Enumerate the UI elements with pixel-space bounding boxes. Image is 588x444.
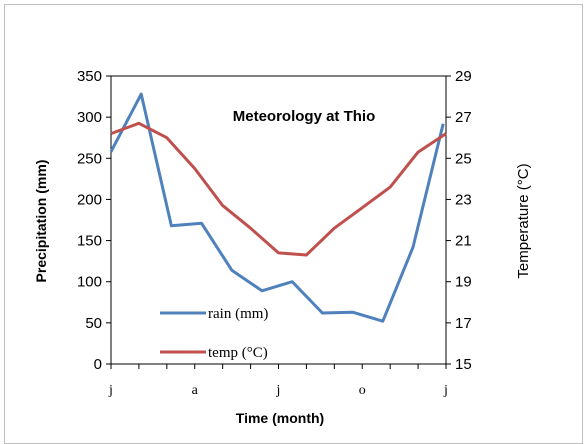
x-tick-label: j [276, 383, 281, 398]
legend-label: temp (°C) [208, 345, 268, 361]
y2-tick-label: 17 [455, 315, 472, 332]
chart-title: Meteorology at Thio [233, 108, 376, 125]
y-tick-label: 250 [77, 150, 102, 167]
y-tick-label: 0 [94, 356, 102, 373]
legend-label: rain (mm) [208, 306, 268, 322]
temp-series-line [110, 121, 447, 257]
y-tick-label: 200 [77, 191, 102, 208]
y-tick-label: 150 [77, 233, 102, 250]
y-tick-label: 50 [85, 315, 102, 332]
x-tick-label: o [359, 383, 366, 398]
y2-tick-label: 15 [455, 356, 472, 373]
x-tick-label: j [108, 383, 113, 398]
y-axis-title: Precipitation (mm) [33, 160, 49, 283]
y-tick-label: 100 [77, 274, 102, 291]
y2-axis-title: Temperature (°C) [515, 163, 532, 278]
rain-series-line [109, 92, 445, 323]
y2-tick-label: 19 [455, 274, 472, 291]
y2-tick-label: 27 [455, 109, 472, 126]
y-tick-label: 300 [77, 109, 102, 126]
chart: 0 50 100 150 200 250 300 350 15 17 19 21 23 25 27 29 j a j… [33, 68, 532, 426]
plot-area: 0 50 100 150 200 250 300 350 15 17 19 21 23 25 27 29 j a j… [77, 68, 472, 398]
x-tick-label: a [192, 383, 199, 398]
y2-tick-label: 21 [455, 233, 472, 250]
y-tick-label: 350 [77, 68, 102, 85]
y2-tick-label: 25 [455, 150, 472, 167]
y2-tick-label: 23 [455, 191, 472, 208]
y2-tick-label: 29 [455, 68, 472, 85]
chart-frame [4, 4, 583, 444]
x-axis-title: Time (month) [236, 410, 324, 426]
x-tick-label: j [443, 383, 448, 398]
